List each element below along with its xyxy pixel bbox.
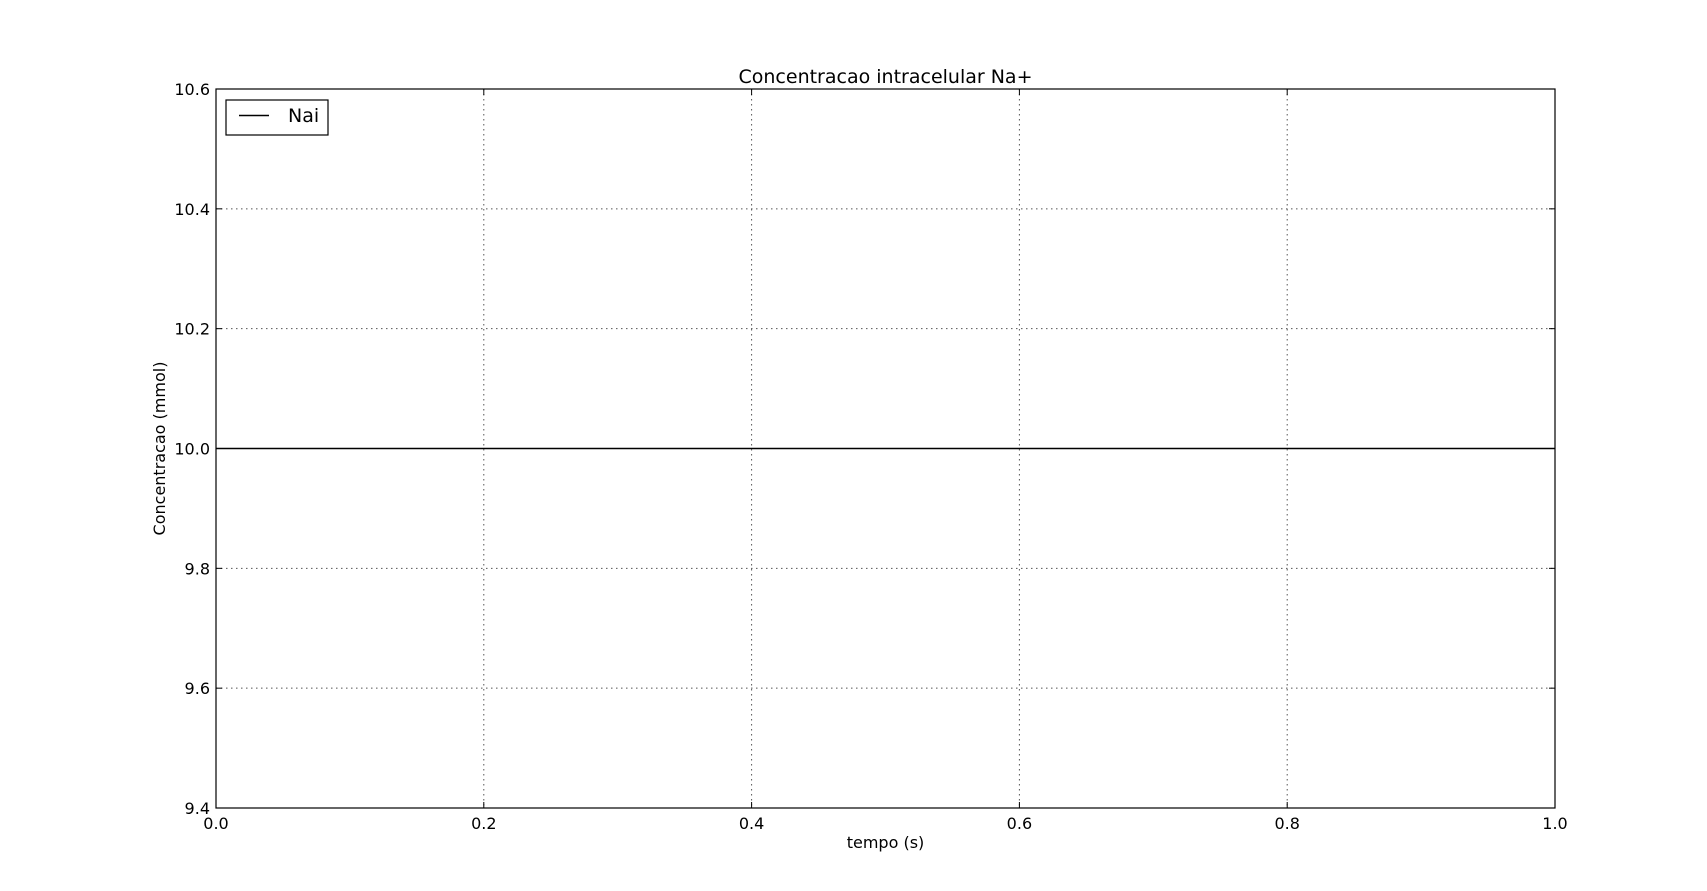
y-tick-label: 10.4 <box>174 200 210 219</box>
y-tick-label: 10.6 <box>174 80 210 99</box>
y-tick-label: 10.2 <box>174 320 210 339</box>
x-axis-label: tempo (s) <box>847 833 925 852</box>
y-tick-label: 9.8 <box>185 559 210 578</box>
x-tick-label: 0.2 <box>471 814 496 833</box>
legend-label: Nai <box>288 105 319 127</box>
x-tick-label: 1.0 <box>1542 814 1567 833</box>
x-tick-label: 0.8 <box>1274 814 1299 833</box>
y-tick-label: 10.0 <box>174 440 210 459</box>
x-tick-label: 0.4 <box>739 814 764 833</box>
y-tick-label: 9.6 <box>185 679 210 698</box>
y-tick-label: 9.4 <box>185 799 210 818</box>
chart-title: Concentracao intracelular Na+ <box>739 66 1033 88</box>
x-tick-label: 0.0 <box>203 814 228 833</box>
ticks: 0.0 0.2 0.4 0.6 0.8 1.0 9.4 9.6 9.8 10.0 10.2 10.4 1… <box>174 80 1567 833</box>
x-tick-label: 0.6 <box>1007 814 1032 833</box>
legend-frame <box>225 99 329 136</box>
y-axis-label: Concentracao (mmol) <box>150 362 169 536</box>
legend: Nai <box>225 99 329 136</box>
